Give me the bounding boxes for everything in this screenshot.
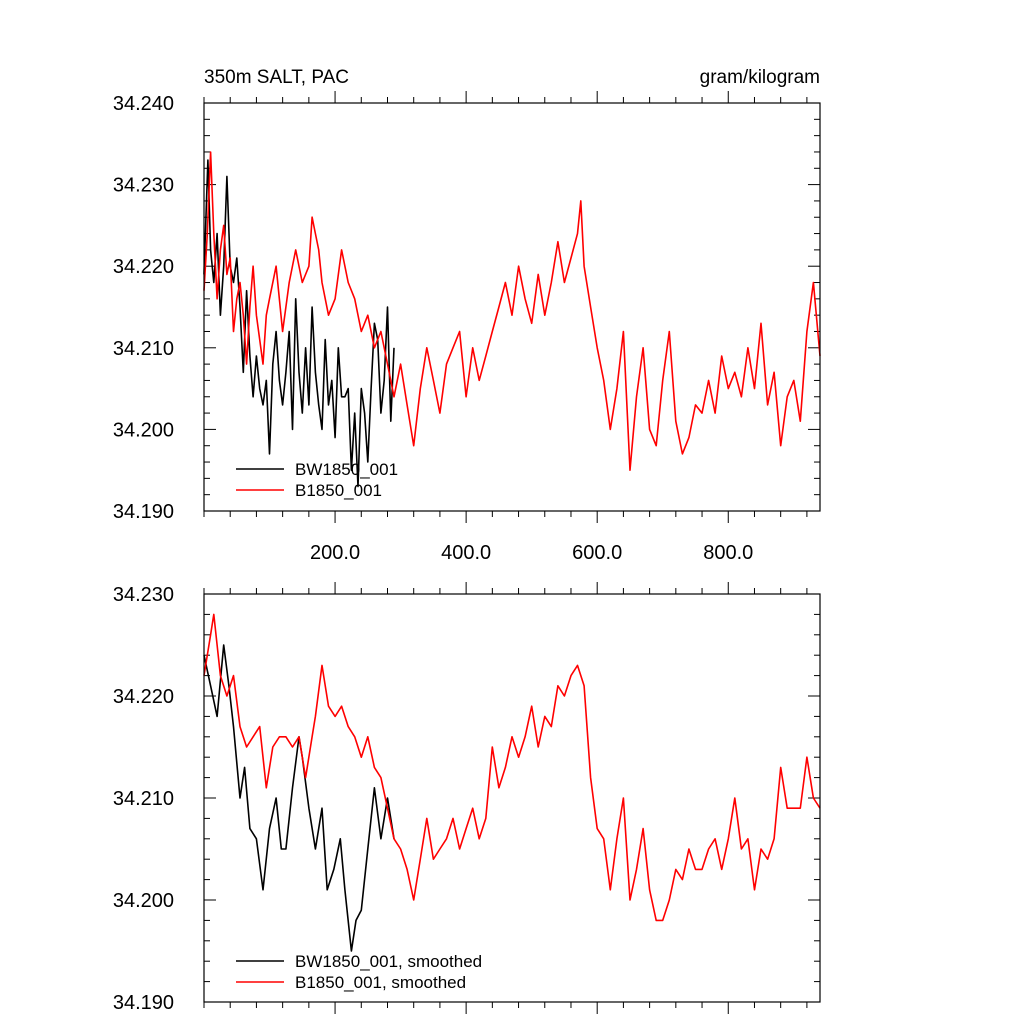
y-tick-label: 34.200	[113, 890, 174, 912]
x-tick-label: 800.0	[703, 542, 753, 564]
bottom-chart: 34.190 34.200 34.210 34.220 34.230 BW1850_00…	[113, 582, 821, 1014]
series-line-bw1850-001	[203, 159, 395, 488]
bottom-chart-legend: BW1850_001, smoothed B1850_001, smoothed	[236, 952, 482, 992]
top-chart-legend: BW1850_001 B1850_001	[236, 460, 398, 500]
y-tick-label: 34.190	[113, 501, 174, 523]
series-line-b1850-001-smoothed	[203, 613, 821, 922]
y-tick-label: 34.200	[113, 419, 174, 441]
top-chart-frame	[203, 102, 821, 512]
top-chart-series	[203, 151, 821, 488]
legend-label-bw1850: BW1850_001	[295, 460, 398, 479]
y-tick-label: 34.210	[113, 788, 174, 810]
y-tick-label: 34.190	[113, 992, 174, 1014]
legend-label-bw1850-smoothed: BW1850_001, smoothed	[295, 952, 482, 971]
y-tick-label: 34.230	[113, 175, 174, 197]
bottom-chart-series	[203, 613, 821, 952]
y-tick-label: 34.210	[113, 338, 174, 360]
x-tick-label: 600.0	[572, 542, 622, 564]
top-chart-tick-labels: 34.190 34.200 34.210 34.220 34.230 34.240 200.…	[113, 93, 753, 564]
bottom-chart-tick-labels: 34.190 34.200 34.210 34.220 34.230	[113, 584, 174, 1014]
x-tick-label: 400.0	[441, 542, 491, 564]
y-tick-label: 34.240	[113, 93, 174, 115]
bottom-chart-frame	[203, 593, 821, 1003]
chart-units-label: gram/kilogram	[700, 67, 820, 88]
legend-label-b1850-smoothed: B1850_001, smoothed	[295, 973, 466, 992]
legend-label-b1850: B1850_001	[295, 481, 382, 500]
y-tick-label: 34.220	[113, 686, 174, 708]
series-line-bw1850-001-smoothed	[203, 644, 395, 952]
top-chart: 350m SALT, PAC gram/kilogram 34.190 34.20…	[113, 67, 821, 564]
y-tick-label: 34.220	[113, 256, 174, 278]
chart-title: 350m SALT, PAC	[204, 67, 349, 88]
series-line-b1850-001	[203, 151, 821, 471]
y-tick-label: 34.230	[113, 584, 174, 606]
x-tick-label: 200.0	[310, 542, 360, 564]
bottom-chart-ticks	[203, 582, 820, 1014]
